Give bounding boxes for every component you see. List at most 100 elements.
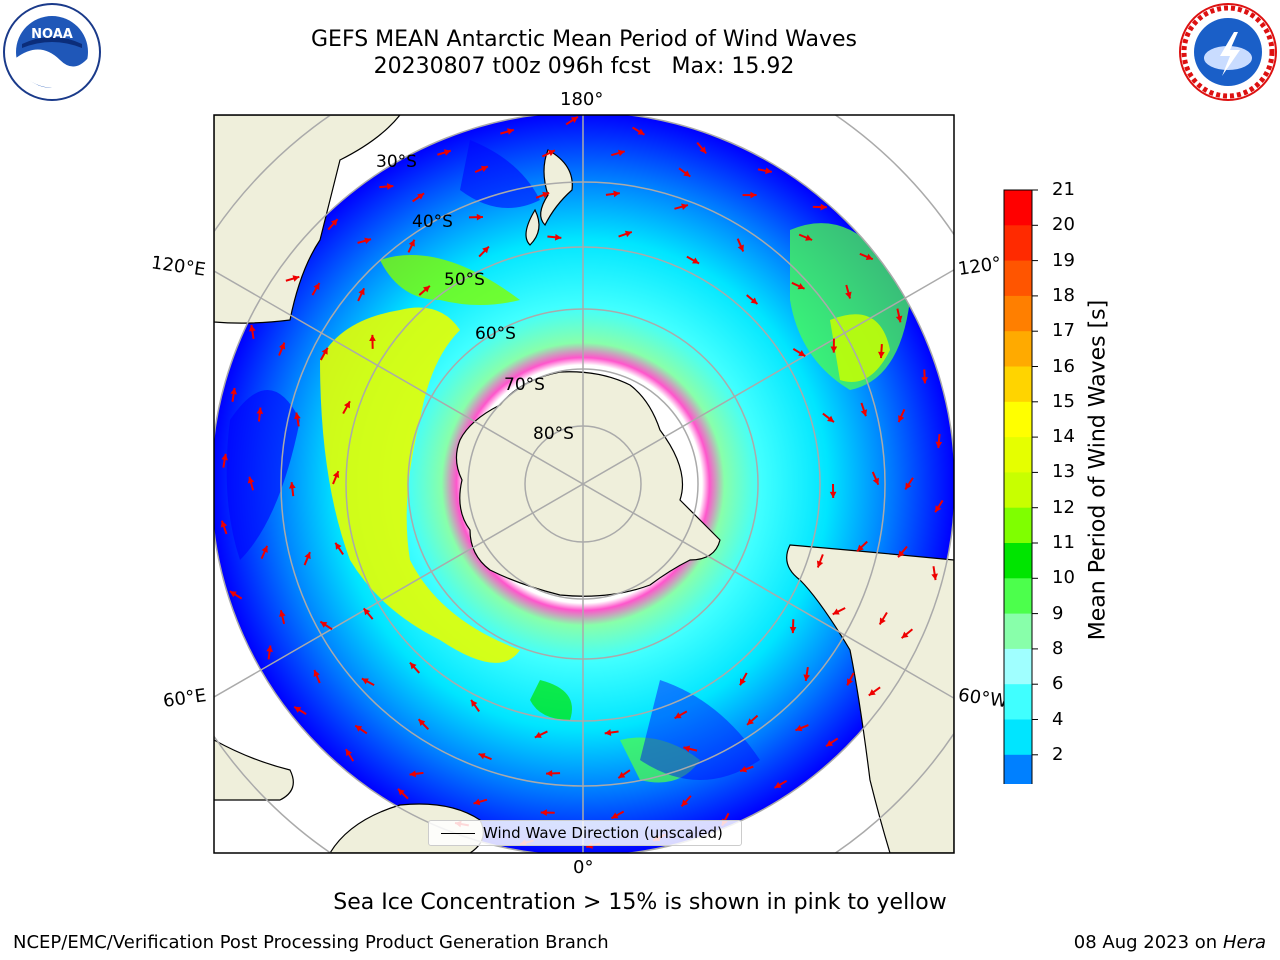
wind-wave-arrow-head — [829, 491, 837, 498]
wind-wave-arrow-head — [905, 482, 912, 490]
wind-wave-arrow-head — [292, 275, 300, 282]
colorbar-segment — [1004, 543, 1032, 579]
wind-wave-arrow-head — [830, 346, 838, 353]
wind-wave-arrow-head — [363, 608, 371, 616]
wind-wave-arrow-head — [547, 150, 555, 157]
wind-wave-arrow-head — [345, 749, 352, 757]
colorbar-tick-label: 21 — [1052, 179, 1075, 200]
wind-wave-arrow-head — [355, 725, 363, 732]
wind-wave-arrow-head — [857, 544, 864, 552]
colorbar-tick-label: 2 — [1052, 743, 1064, 765]
colorbar-segment — [1004, 190, 1032, 226]
land-masses — [214, 115, 954, 853]
wind-wave-arrow-head — [747, 718, 754, 725]
wind-wave-arrow-head — [335, 542, 342, 550]
wind-wave-arrow-head — [740, 678, 746, 686]
footer-machine: Hera — [1222, 932, 1266, 953]
wind-wave-arrow-head — [570, 116, 578, 123]
colorbar-segment — [1004, 295, 1032, 332]
wind-wave-arrow-head — [681, 799, 689, 807]
colorbar-tick-label: 12 — [1052, 496, 1075, 518]
colorbar-tick-label: 9 — [1052, 602, 1064, 624]
lat-label-60s: 60°S — [475, 324, 516, 344]
wind-wave-arrow-head — [540, 809, 547, 817]
wind-wave-arrow-head — [865, 253, 873, 260]
wind-wave-arrow-head — [611, 812, 619, 819]
wind-wave-arrow-head — [369, 334, 376, 342]
colorbar-tick-label: 19 — [1052, 249, 1075, 271]
wind-wave-arrow-head — [386, 183, 394, 190]
wind-wave-arrow-head — [294, 412, 301, 420]
wind-wave-arrow-head — [408, 239, 415, 247]
colorbar-tick-label: 4 — [1052, 708, 1064, 730]
wind-wave-arrow-head — [674, 712, 682, 719]
footer-date: 08 Aug 2023 on Hera — [1074, 932, 1266, 953]
wind-wave-arrow-head — [443, 149, 451, 156]
wind-wave-arrow-head — [542, 191, 550, 199]
map-frame — [213, 114, 955, 854]
wind-wave-arrow-head — [826, 739, 834, 747]
colorbar-tick-label: 18 — [1052, 284, 1075, 306]
wind-wave-arrow-head — [845, 291, 852, 299]
colorbar-tick-label: 8 — [1052, 637, 1064, 659]
wind-wave-arrow-head — [624, 230, 632, 238]
chart-title: GEFS MEAN Antarctic Mean Period of Wind … — [311, 27, 857, 52]
wind-wave-arrow-head — [261, 545, 268, 553]
wind-wave-arrow-head — [935, 441, 943, 448]
wind-wave-arrow-head — [482, 246, 489, 254]
wind-wave-arrow-head — [358, 288, 365, 296]
colorbar-tick-label: 14 — [1052, 426, 1075, 448]
legend-line-swatch — [441, 832, 475, 834]
wind-wave-arrow-head — [266, 645, 273, 653]
colorbar-segment — [1004, 401, 1032, 438]
colorbar-segment — [1004, 366, 1032, 403]
wind-wave-arrow-head — [321, 347, 328, 355]
colorbar-segment — [1004, 260, 1032, 297]
wind-wave-arrow-head — [750, 191, 757, 199]
wind-wave-arrow-head — [313, 670, 320, 678]
wind-wave-arrow-head — [901, 631, 909, 639]
wind-wave-arrow-head — [418, 719, 426, 726]
colorbar-tick-label: 17 — [1052, 320, 1075, 342]
wind-wave-arrow-head — [618, 771, 626, 779]
antarctica — [455, 371, 721, 597]
wind-wave-arrow-head — [789, 626, 797, 634]
wind-wave-arrow-head — [361, 678, 369, 685]
svg-text:NOAA: NOAA — [31, 27, 73, 42]
wind-wave-arrow-head — [868, 689, 876, 696]
wind-wave-arrow-head — [898, 415, 905, 423]
wind-wave-arrow-head — [816, 560, 824, 568]
colorbar-segment — [1004, 648, 1032, 685]
wind-wave-arrow-head — [827, 415, 834, 423]
wind-wave-arrow-head — [554, 233, 562, 241]
wind-wave-arrow-head — [604, 729, 612, 736]
colorbar-tick-label: 10 — [1052, 567, 1075, 589]
wind-wave-arrow-head — [313, 282, 320, 290]
wind-wave-arrow-head — [683, 170, 691, 177]
colorbar-label: Mean Period of Wind Waves [s] — [1085, 299, 1111, 641]
wind-wave-arrow-head — [797, 283, 805, 290]
wind-wave-arrow-head — [692, 257, 700, 264]
chart-subtitle: 20230807 t00z 096h fcst Max: 15.92 — [373, 54, 795, 79]
lat-label-80s: 80°S — [533, 424, 574, 444]
wind-wave-arrow-head — [898, 550, 905, 558]
wind-wave-arrow-head — [507, 128, 514, 135]
footer-credit: NCEP/EMC/Verification Post Processing Pr… — [13, 932, 609, 953]
wind-wave-arrow-head — [740, 765, 748, 773]
wind-wave-arrow-head — [417, 193, 425, 200]
colorbar-tick-label: 16 — [1052, 355, 1075, 377]
wind-wave-arrow-head — [832, 608, 840, 615]
high-period-region — [320, 307, 520, 663]
wind-wave-arrow-head — [480, 165, 488, 173]
wind-wave-direction-arrows — [220, 115, 944, 849]
footer-date-text: 08 Aug 2023 on — [1073, 932, 1218, 953]
wind-wave-arrow-head — [613, 190, 620, 198]
national-weather-service-logo — [1179, 3, 1277, 101]
wind-wave-arrow-head — [478, 753, 486, 760]
wind-wave-arrow-head — [230, 387, 237, 395]
wind-wave-arrow-head — [803, 674, 811, 681]
wind-wave-arrow-head — [476, 213, 483, 221]
wind-wave-arrow-head — [847, 678, 854, 686]
colorbar-tick-label: 11 — [1052, 532, 1075, 553]
